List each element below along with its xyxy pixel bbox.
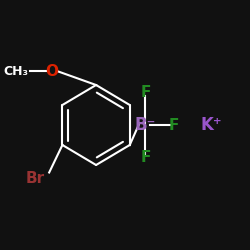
Text: Br: Br bbox=[25, 171, 44, 186]
Text: CH₃: CH₃ bbox=[4, 65, 29, 78]
Text: K⁺: K⁺ bbox=[201, 116, 222, 134]
Text: B⁻: B⁻ bbox=[135, 116, 156, 134]
Text: O: O bbox=[45, 64, 58, 79]
Text: F: F bbox=[140, 85, 150, 100]
Text: F: F bbox=[140, 150, 150, 166]
Text: F: F bbox=[169, 118, 179, 132]
